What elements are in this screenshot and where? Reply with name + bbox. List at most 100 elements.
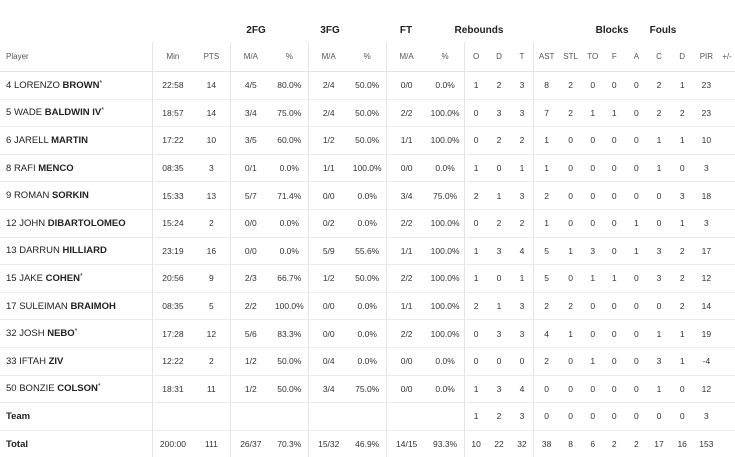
stat-cell: 14 bbox=[694, 292, 719, 320]
player-name[interactable]: 32 JOSH NEBO* bbox=[0, 320, 153, 348]
player-name[interactable]: 12 JOHN DIBARTOLOMEO bbox=[0, 209, 153, 237]
column-header: T bbox=[511, 42, 534, 72]
stat-cell: 6 bbox=[582, 430, 603, 457]
stat-cell: 0 bbox=[603, 403, 625, 431]
stat-cell: 83.3% bbox=[271, 320, 309, 348]
stat-cell: 2 bbox=[487, 209, 510, 237]
stat-cell: 3 bbox=[511, 292, 534, 320]
stat-cell: 1/2 bbox=[308, 265, 348, 293]
stat-cell: 0 bbox=[625, 154, 647, 182]
stat-cell: 3 bbox=[647, 237, 670, 265]
stat-cell: 22 bbox=[487, 430, 510, 457]
player-name[interactable]: 8 RAFI MENCO bbox=[0, 154, 153, 182]
column-header: PIR bbox=[694, 42, 719, 72]
stat-cell: 0.0% bbox=[271, 209, 309, 237]
stat-cell: 0/2 bbox=[308, 209, 348, 237]
column-header: Min bbox=[153, 42, 193, 72]
stat-cell bbox=[386, 403, 426, 431]
stat-cell: 2 bbox=[671, 99, 694, 127]
stat-cell: 3/4 bbox=[308, 375, 348, 403]
stat-cell: 10 bbox=[694, 127, 719, 155]
stat-cell: 26/37 bbox=[231, 430, 271, 457]
player-last-name: HILLIARD bbox=[63, 245, 107, 256]
stat-cell: 1/1 bbox=[386, 127, 426, 155]
stat-cell bbox=[719, 154, 735, 182]
stat-cell: 2/2 bbox=[386, 99, 426, 127]
stat-cell: 20:56 bbox=[153, 265, 193, 293]
stat-cell: 0 bbox=[511, 347, 534, 375]
stat-cell bbox=[719, 237, 735, 265]
column-header: D bbox=[487, 42, 510, 72]
stat-cell: 3 bbox=[694, 403, 719, 431]
stat-cell: 14 bbox=[193, 72, 231, 100]
player-name[interactable]: 15 JAKE COHEN* bbox=[0, 265, 153, 293]
player-name[interactable]: 13 DARRUN HILLIARD bbox=[0, 237, 153, 265]
stat-cell: 5/6 bbox=[231, 320, 271, 348]
stat-cell: 80.0% bbox=[271, 72, 309, 100]
player-name[interactable]: 33 IFTAH ZIV bbox=[0, 347, 153, 375]
stat-cell: 1 bbox=[671, 127, 694, 155]
stat-cell: 1 bbox=[464, 265, 487, 293]
stat-cell: 23 bbox=[694, 99, 719, 127]
stat-cell: 13 bbox=[193, 182, 231, 210]
stat-cell: 3 bbox=[582, 237, 603, 265]
stat-cell: 2 bbox=[603, 430, 625, 457]
player-name[interactable]: 6 JARELL MARTIN bbox=[0, 127, 153, 155]
stat-cell: 3 bbox=[647, 265, 670, 293]
player-last-name: ZIV bbox=[49, 356, 64, 367]
stat-cell: 0 bbox=[559, 127, 582, 155]
stat-cell: 200:00 bbox=[153, 430, 193, 457]
stat-cell: 3 bbox=[511, 182, 534, 210]
stat-cell: 3 bbox=[487, 320, 510, 348]
stat-cell: 0.0% bbox=[426, 72, 464, 100]
stat-cell: 0/0 bbox=[308, 292, 348, 320]
stat-cell: 0 bbox=[603, 209, 625, 237]
stat-cell: 0 bbox=[603, 292, 625, 320]
stat-cell: 1 bbox=[647, 154, 670, 182]
column-header: Player bbox=[0, 42, 153, 72]
stat-cell: 3 bbox=[511, 320, 534, 348]
stat-cell: 0.0% bbox=[426, 347, 464, 375]
player-first-name: JOHN bbox=[19, 218, 48, 229]
stat-cell: 0 bbox=[671, 375, 694, 403]
player-name[interactable]: 50 BONZIE COLSON* bbox=[0, 375, 153, 403]
player-name[interactable]: 5 WADE BALDWIN IV* bbox=[0, 99, 153, 127]
stat-cell: 50.0% bbox=[271, 375, 309, 403]
stat-cell: 0/0 bbox=[386, 154, 426, 182]
player-last-name: BRAIMOH bbox=[70, 301, 115, 312]
stat-cell: 3 bbox=[511, 403, 534, 431]
stat-cell bbox=[719, 347, 735, 375]
stat-cell: 3 bbox=[193, 154, 231, 182]
column-header: +/- bbox=[719, 42, 735, 72]
group-header-2fg: 2FG bbox=[246, 25, 265, 36]
player-first-name: JOSH bbox=[19, 328, 47, 339]
player-name[interactable]: 4 LORENZO BROWN* bbox=[0, 72, 153, 100]
stat-cell: 0 bbox=[487, 265, 510, 293]
stat-cell: 0 bbox=[625, 72, 647, 100]
stat-cell: 0 bbox=[487, 347, 510, 375]
column-header: O bbox=[464, 42, 487, 72]
stat-cell: 0 bbox=[603, 237, 625, 265]
player-name[interactable]: 17 SULEIMAN BRAIMOH bbox=[0, 292, 153, 320]
stat-cell: 17:22 bbox=[153, 127, 193, 155]
stat-cell: 23:19 bbox=[153, 237, 193, 265]
stat-cell bbox=[231, 403, 271, 431]
player-name[interactable]: 9 ROMAN SORKIN bbox=[0, 182, 153, 210]
stat-cell: 93.3% bbox=[426, 430, 464, 457]
stat-cell: 0 bbox=[559, 209, 582, 237]
stat-cell: 5 bbox=[193, 292, 231, 320]
stat-cell: 1 bbox=[671, 320, 694, 348]
player-number: 5 bbox=[6, 107, 14, 118]
stat-cell bbox=[153, 403, 193, 431]
stat-cell: 23 bbox=[694, 72, 719, 100]
stat-cell: 0 bbox=[487, 154, 510, 182]
stat-cell: 2 bbox=[534, 347, 559, 375]
stat-cell: 50.0% bbox=[271, 347, 309, 375]
column-header: C bbox=[647, 42, 670, 72]
stat-cell: 75.0% bbox=[271, 99, 309, 127]
stat-cell: 2 bbox=[464, 292, 487, 320]
